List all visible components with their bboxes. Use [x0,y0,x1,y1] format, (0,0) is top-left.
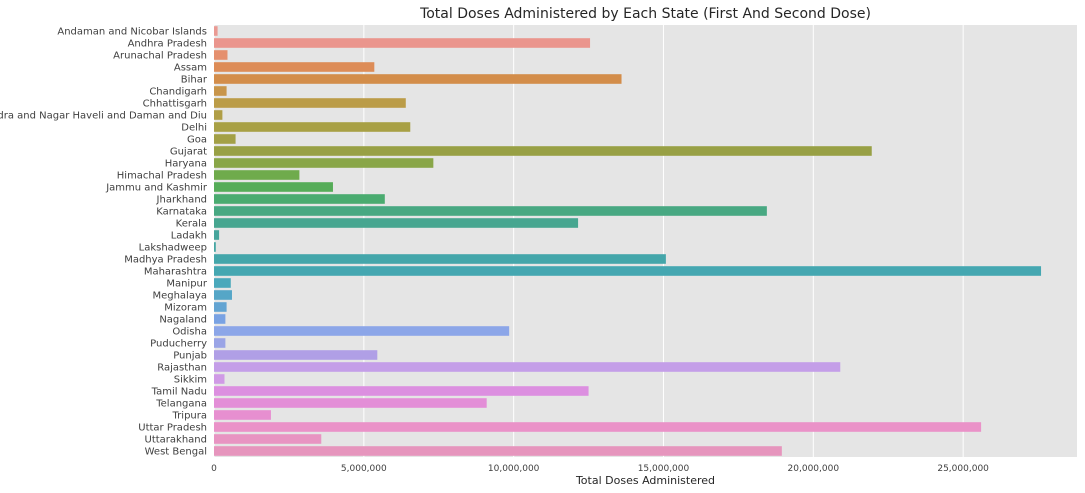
bar [214,350,378,360]
bar [214,254,666,264]
y-tick-label: Nagaland [159,315,207,326]
y-tick-label: Tamil Nadu [151,387,207,398]
bar [214,146,872,156]
y-tick-label: Chhattisgarh [143,99,207,110]
y-tick-label: Uttar Pradesh [138,423,207,434]
bar [214,50,228,60]
chart-title: Total Doses Administered by Each State (… [419,6,871,22]
y-tick-label: Madhya Pradesh [124,255,207,266]
bar [214,386,589,396]
y-tick-label: Gujarat [170,147,207,158]
y-tick-label: Ladakh [171,231,207,242]
y-tick-label: Jammu and Kashmir [105,183,208,194]
bar [214,266,1042,276]
y-tick-label: Odisha [172,327,207,338]
bar [214,422,982,432]
bar [214,446,782,456]
bar [214,242,216,252]
bars [214,26,1042,456]
y-tick-label: Puducherry [150,339,207,350]
y-tick-label: Sikkim [174,375,207,386]
y-tick-label: Assam [174,63,207,74]
y-tick-label: Delhi [181,123,207,134]
plot-background [214,25,1077,457]
bar [214,290,232,300]
x-tick-label: 10,000,000 [488,464,540,474]
bar [214,410,271,420]
y-tick-label: Jharkhand [156,195,207,206]
bar [214,62,375,72]
bar [214,362,841,372]
x-axis-label: Total Doses Administered [575,474,715,487]
bar [214,434,322,444]
y-tick-label: Karnataka [156,207,207,218]
x-tick-label: 5,000,000 [341,464,387,474]
bar [214,86,227,96]
y-tick-label: Meghalaya [152,291,207,302]
y-tick-label: Tripura [172,411,207,422]
bar [214,218,579,228]
bar [214,374,225,384]
bar [214,206,767,216]
y-tick-label: Uttarakhand [145,435,207,446]
bar [214,38,591,48]
bar [214,338,226,348]
y-tick-label: Andaman and Nicobar Islands [57,27,207,38]
y-tick-label: Lakshadweep [139,243,207,254]
bar [214,122,411,132]
y-tick-label: West Bengal [145,447,207,458]
y-tick-label: Telangana [155,399,207,410]
bar [214,194,385,204]
bar [214,26,218,36]
y-tick-label: Arunachal Pradesh [113,51,207,62]
y-tick-label: Rajasthan [157,363,207,374]
bar [214,170,300,180]
x-tick-label: 0 [211,464,217,474]
bar [214,182,333,192]
x-tick-label: 15,000,000 [638,464,690,474]
y-tick-label: Punjab [173,351,207,362]
y-tick-label: Chandigarh [149,87,207,98]
x-gridlines [213,25,964,457]
bar [214,278,231,288]
x-tick-label: 25,000,000 [937,464,989,474]
y-tick-label: Goa [187,135,207,146]
y-tick-label: Maharashtra [144,267,207,278]
bar [214,110,223,120]
bar [214,230,220,240]
x-tick-labels: 0 5,000,000 10,000,000 15,000,000 20,000,000… [211,464,989,474]
y-tick-label: Mizoram [164,303,207,314]
y-tick-label: Dadra and Nagar Haveli and Daman and Diu [0,111,207,122]
bar [214,398,487,408]
y-tick-label: Haryana [165,159,207,170]
y-tick-label: Andhra Pradesh [128,39,207,50]
y-tick-label: Manipur [166,279,208,290]
bar [214,302,227,312]
y-tick-label: Kerala [176,219,207,230]
bar [214,326,510,336]
x-tick-label: 20,000,000 [788,464,840,474]
bar [214,158,434,168]
bar [214,134,236,144]
bar [214,314,226,324]
bar [214,98,406,108]
y-tick-label: Bihar [181,75,208,86]
y-tick-label: Himachal Pradesh [117,171,207,182]
bar [214,74,622,84]
